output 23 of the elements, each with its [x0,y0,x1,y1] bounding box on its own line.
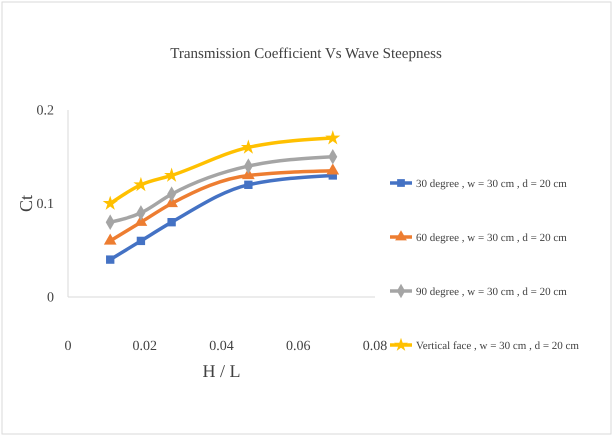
chart-title: Transmission Coefficient Vs Wave Steepness [170,46,442,62]
legend-label: 90 degree , w = 30 cm , d = 20 cm [416,286,568,298]
point [326,163,340,174]
legend-label: 30 degree , w = 30 cm , d = 20 cm [416,178,568,190]
x-tick-label: 0.04 [209,338,234,354]
point [136,236,146,246]
x-axis-title: H / L [202,361,240,381]
x-tick-label: 0.08 [362,338,388,354]
legend-label: 60 degree , w = 30 cm , d = 20 cm [416,232,568,244]
y-tick-label: 0.2 [36,103,54,118]
x-tick-label: 0.02 [132,338,157,354]
point [244,180,253,189]
x-tick-label: 0 [64,338,72,354]
y-axis-title: Ct [16,194,36,212]
legend-label: Vertical face , w = 30 cm , d = 20 cm [416,340,580,352]
point [104,234,117,245]
x-tick-label: 0.06 [286,338,310,354]
point [106,255,114,264]
point [102,196,118,210]
y-tick-label: 0.1 [36,196,54,212]
y-tick-label: 0 [47,290,54,306]
point [167,218,176,226]
point [325,130,340,144]
